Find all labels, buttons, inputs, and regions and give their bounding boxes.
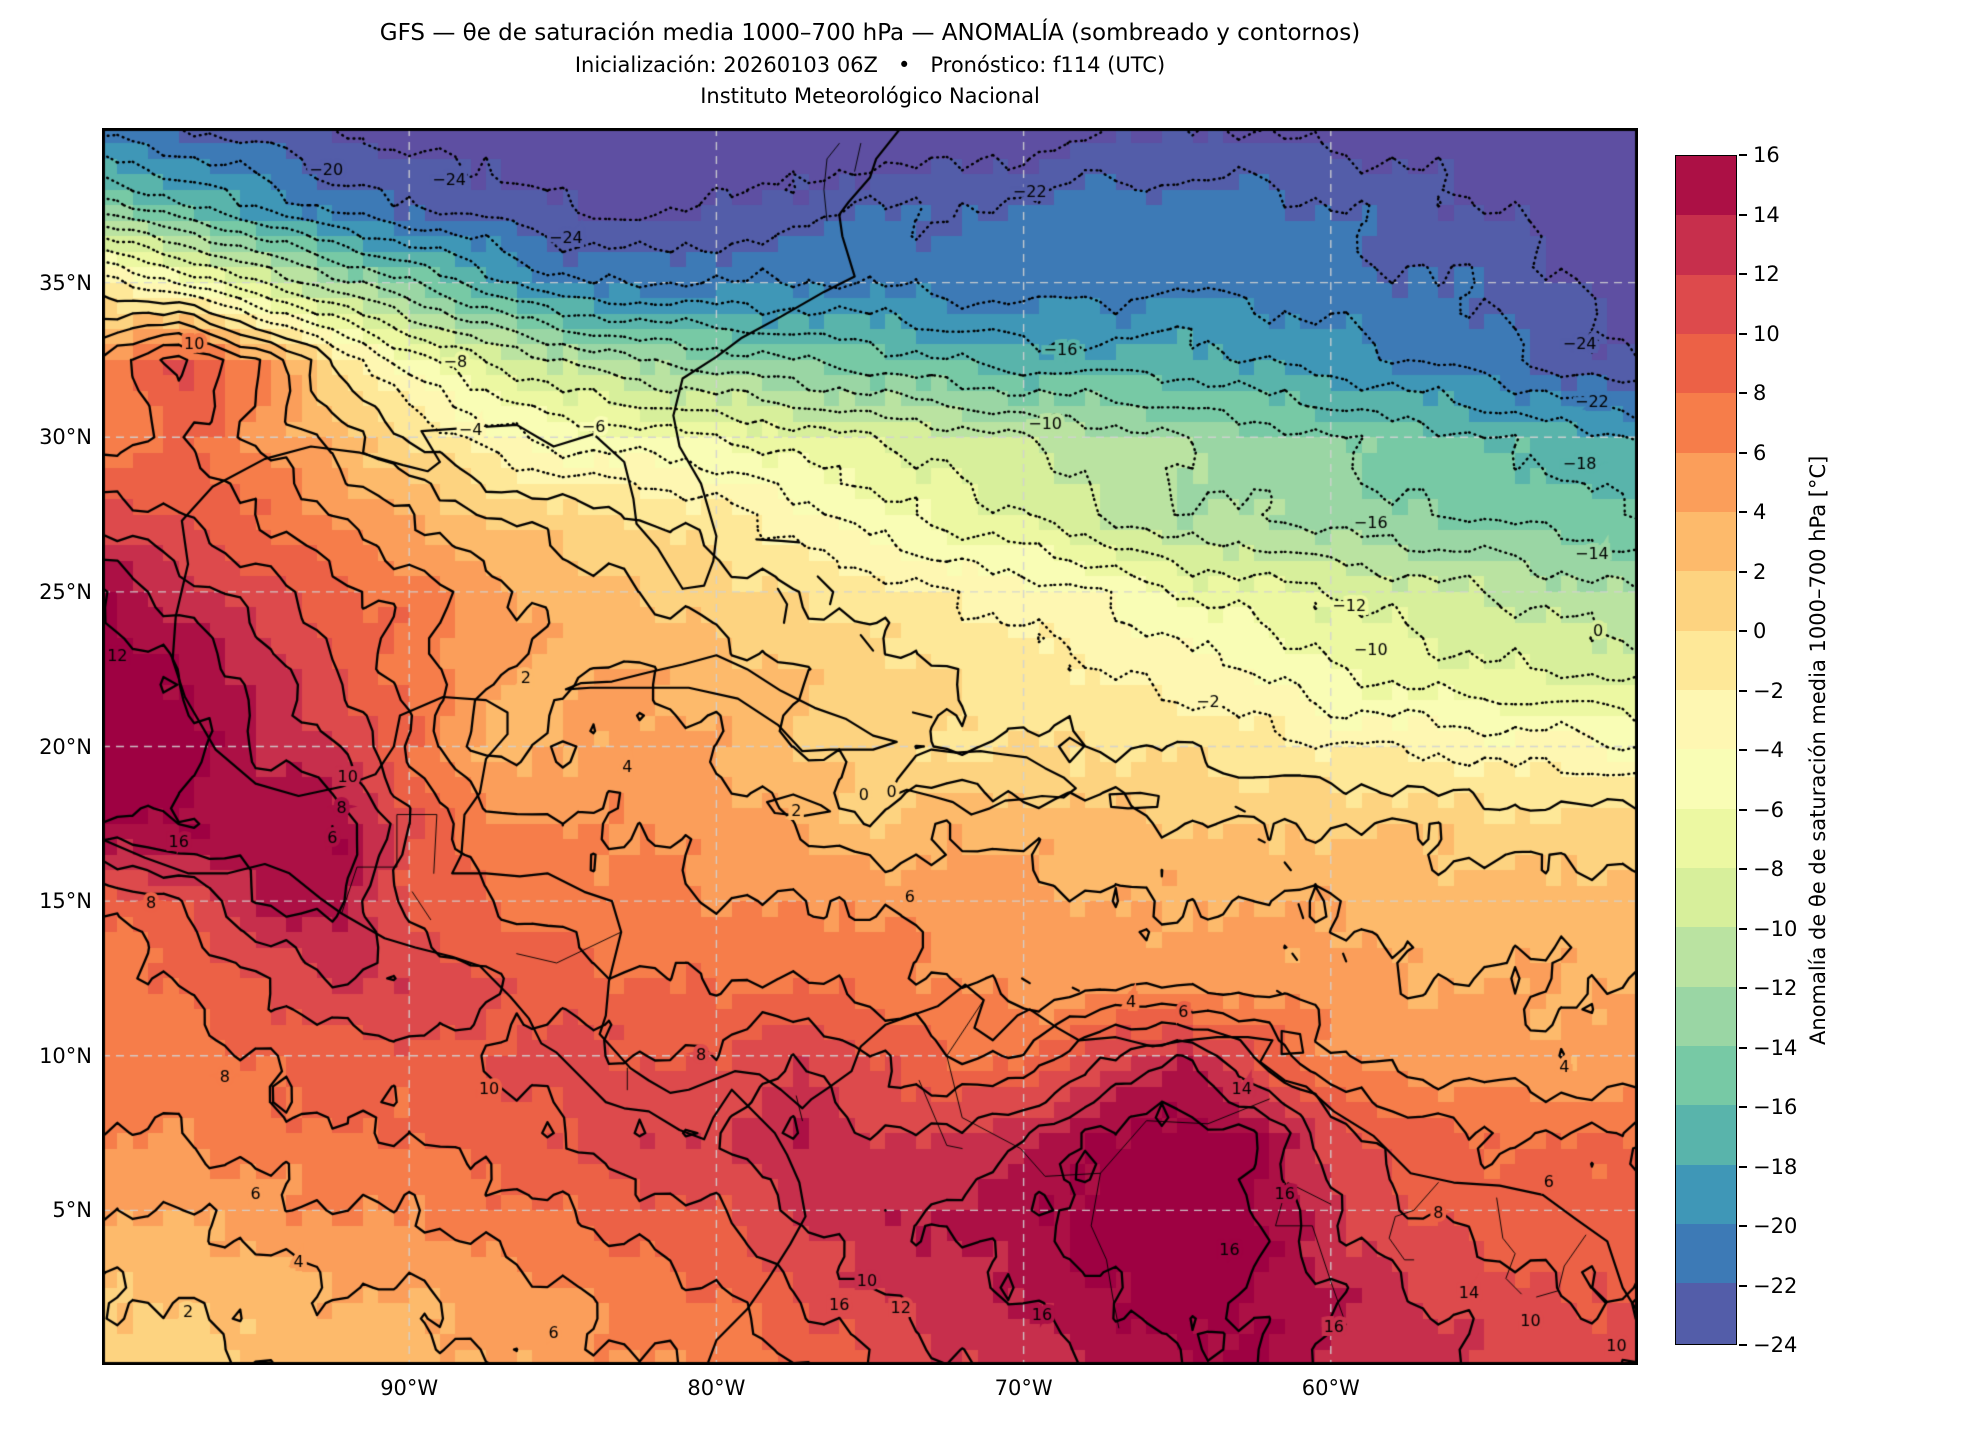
colorbar-tick-mark <box>1739 868 1747 870</box>
colorbar-tick-label: 8 <box>1753 381 1767 405</box>
colorbar-band <box>1676 274 1736 335</box>
colorbar-label: Anomalía de θe de saturación media 1000–… <box>1806 455 1830 1045</box>
colorbar-tick-mark <box>1739 1106 1747 1108</box>
subtitle-init-forecast: Inicialización: 20260103 06Z • Pronóstic… <box>574 53 1166 77</box>
colorbar-tick-label: −12 <box>1753 976 1798 1000</box>
colorbar-band <box>1676 1164 1736 1225</box>
colorbar-tick-mark <box>1739 451 1747 454</box>
lon-tick-label: 70°W <box>994 1376 1053 1400</box>
map-canvas <box>102 128 1638 1365</box>
colorbar-tick-label: −6 <box>1753 797 1784 822</box>
colorbar-tick-label: −2 <box>1753 678 1784 703</box>
colorbar-tick-mark <box>1739 570 1747 573</box>
colorbar-tick-mark <box>1739 273 1747 275</box>
colorbar-tick-mark <box>1739 213 1747 216</box>
colorbar-tick-label: 4 <box>1753 500 1767 524</box>
colorbar-tick-label: 2 <box>1753 559 1767 584</box>
colorbar-tick-label: −20 <box>1753 1214 1798 1238</box>
colorbar-band <box>1676 690 1736 751</box>
colorbar-band <box>1676 927 1736 988</box>
colorbar-band <box>1676 452 1736 513</box>
colorbar-tick-label: −14 <box>1753 1035 1798 1060</box>
colorbar-tick-mark <box>1739 1046 1747 1049</box>
institution-title: Instituto Meteorológico Nacional <box>700 84 1040 108</box>
colorbar-tick-label: 12 <box>1753 262 1780 286</box>
colorbar-tick-mark <box>1739 749 1747 751</box>
colorbar-band <box>1676 630 1736 691</box>
colorbar-tick-mark <box>1739 1284 1747 1287</box>
colorbar-tick-mark <box>1739 630 1747 632</box>
colorbar-band <box>1676 808 1736 869</box>
lat-tick-label: 20°N <box>39 734 92 759</box>
colorbar-tick-label: −8 <box>1753 857 1784 881</box>
colorbar-band <box>1676 1283 1736 1344</box>
lat-tick-label: 25°N <box>39 579 92 604</box>
colorbar-tick-label: −18 <box>1753 1154 1798 1179</box>
colorbar-tick-mark <box>1739 927 1747 930</box>
colorbar-tick-label: −24 <box>1753 1333 1798 1357</box>
colorbar-tick-mark <box>1739 689 1747 692</box>
colorbar-tick-mark <box>1739 1225 1747 1227</box>
colorbar-tick-label: 6 <box>1753 440 1767 465</box>
colorbar-tick-mark <box>1739 808 1747 811</box>
colorbar-band <box>1676 868 1736 929</box>
colorbar-band <box>1676 334 1736 395</box>
page-title: GFS — θe de saturación media 1000–700 hP… <box>379 20 1361 46</box>
lon-tick-label: 80°W <box>687 1376 746 1400</box>
colorbar <box>1675 155 1737 1345</box>
colorbar-tick-label: −22 <box>1753 1273 1798 1298</box>
colorbar-band <box>1676 1224 1736 1285</box>
colorbar-band <box>1676 1105 1736 1166</box>
colorbar-tick-label: 16 <box>1753 143 1780 167</box>
lat-tick-label: 30°N <box>39 425 92 450</box>
colorbar-band <box>1676 571 1736 632</box>
colorbar-band <box>1676 156 1736 217</box>
colorbar-tick-mark <box>1739 154 1747 156</box>
colorbar-tick-label: −10 <box>1753 916 1798 941</box>
colorbar-tick-label: 14 <box>1753 202 1780 227</box>
colorbar-tick-label: 0 <box>1753 619 1767 643</box>
lon-tick-label: 90°W <box>380 1376 439 1400</box>
colorbar-tick-label: −4 <box>1753 738 1784 762</box>
lat-tick-label: 10°N <box>39 1043 92 1068</box>
lon-tick-label: 60°W <box>1301 1376 1360 1400</box>
colorbar-tick-mark <box>1739 1344 1747 1346</box>
colorbar-band <box>1676 1046 1736 1107</box>
colorbar-tick-mark <box>1739 987 1747 989</box>
lat-tick-label: 35°N <box>39 270 92 295</box>
lat-tick-label: 5°N <box>52 1198 92 1223</box>
colorbar-band <box>1676 749 1736 810</box>
colorbar-tick-label: −16 <box>1753 1095 1798 1119</box>
colorbar-tick-label: 10 <box>1753 321 1780 346</box>
colorbar-band <box>1676 215 1736 276</box>
lat-tick-label: 15°N <box>39 889 92 914</box>
colorbar-tick-mark <box>1739 392 1747 394</box>
colorbar-band <box>1676 986 1736 1047</box>
colorbar-band <box>1676 393 1736 454</box>
colorbar-tick-mark <box>1739 1165 1747 1168</box>
colorbar-tick-mark <box>1739 332 1747 335</box>
colorbar-band <box>1676 512 1736 573</box>
colorbar-tick-mark <box>1739 511 1747 513</box>
